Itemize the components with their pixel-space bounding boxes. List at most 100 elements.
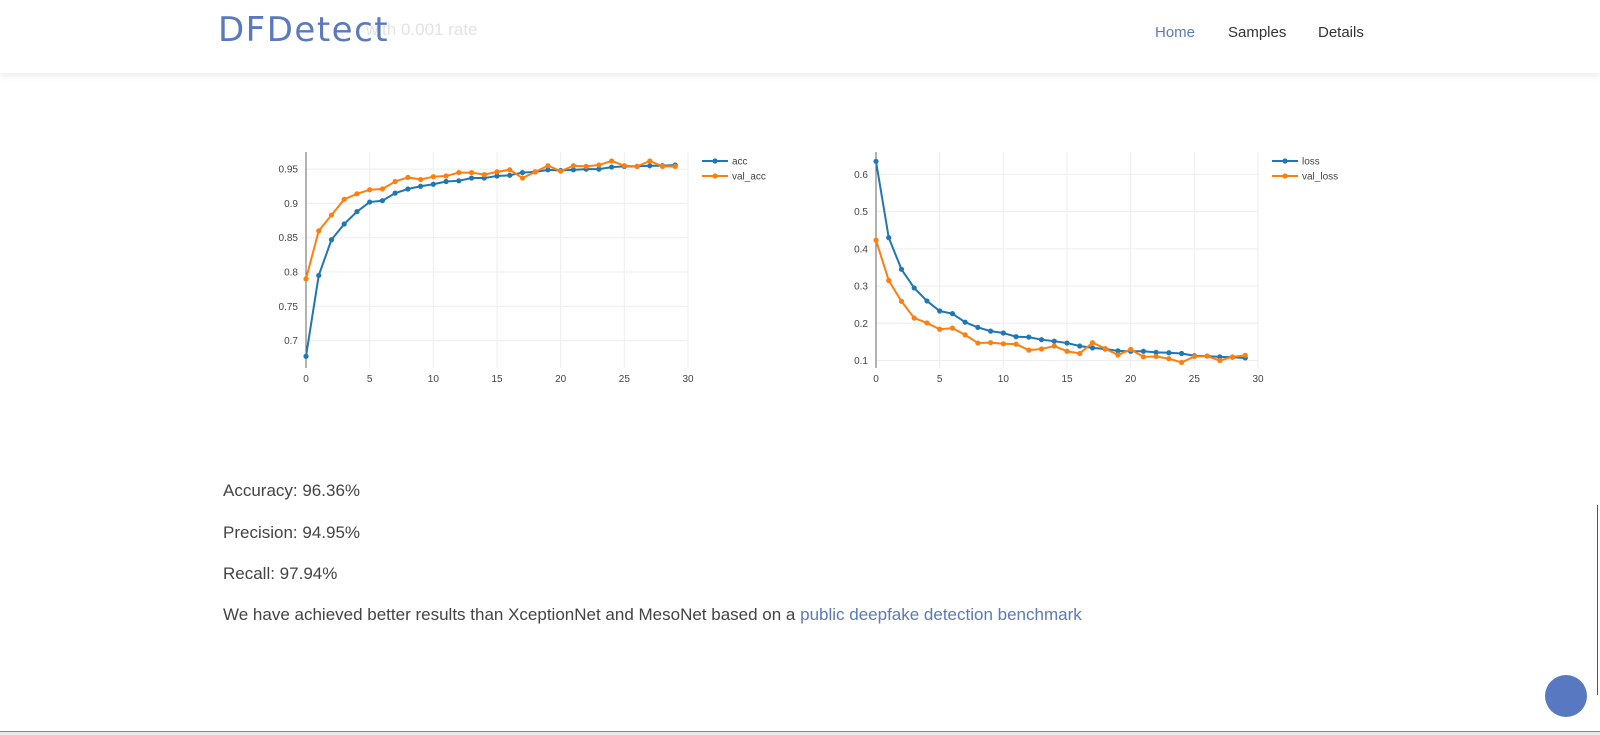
- loss-chart-point-val_loss: [1140, 354, 1146, 360]
- loss-chart-point-loss: [937, 308, 943, 314]
- faded-background-text: with 0.001 rate: [366, 20, 478, 39]
- acc-chart-point-acc: [609, 164, 615, 170]
- loss-chart-point-val_loss: [1000, 341, 1006, 347]
- acc-chart-point-acc: [570, 167, 576, 173]
- acc-chart-point-val_acc: [430, 174, 436, 180]
- loss-chart-point-val_loss: [1102, 346, 1108, 352]
- loss-chart-point-val_loss: [1191, 353, 1197, 360]
- loss-chart: 0 5 10 15 20 25 30 0.1 0.2 0.3 0.4 0.5 0.6 loss val_lo…: [854, 152, 1338, 385]
- acc-chart-xtick-label: 15: [491, 374, 503, 385]
- loss-chart-point-loss: [898, 266, 905, 272]
- acc-chart-ytick-label: 0.8: [284, 268, 298, 279]
- loss-chart-point-loss: [1115, 348, 1121, 354]
- accuracy-chart: 0 5 10 15 20 25 30 0.7 0.75 0.8 0.85 0.9 0.95 acc val_…: [279, 152, 766, 385]
- navbar: with 0.001 rate DFDetect Home Samples De…: [0, 0, 1600, 73]
- loss-chart-point-val_loss: [1115, 352, 1121, 358]
- loss-chart-ytick-label: 0.6: [854, 170, 868, 181]
- acc-chart-point-val_acc: [532, 169, 538, 175]
- loss-chart-point-val_loss: [1013, 341, 1019, 347]
- nav-samples[interactable]: Samples: [1228, 24, 1287, 41]
- loss-chart-xtick-label: 0: [873, 374, 879, 385]
- acc-chart-xtick-label: 10: [428, 374, 440, 385]
- loss-chart-point-val_loss: [1051, 343, 1057, 349]
- acc-chart-point-val_acc: [328, 212, 335, 218]
- loss-chart-point-val_loss: [1026, 347, 1032, 353]
- loss-chart-point-val_loss: [1179, 359, 1185, 366]
- acc-chart-point-val_acc: [659, 163, 666, 169]
- acc-chart-point-val_acc: [558, 168, 564, 174]
- acc-chart-point-acc: [545, 167, 551, 173]
- acc-chart-point-acc: [430, 181, 436, 187]
- nav-home[interactable]: Home: [1155, 24, 1196, 41]
- acc-chart-ytick-label: 0.95: [279, 165, 299, 176]
- loss-chart-xtick-label: 10: [998, 374, 1010, 385]
- loss-chart-xtick-label: 25: [1189, 374, 1201, 385]
- loss-chart-ytick-label: 0.2: [854, 319, 868, 330]
- loss-chart-point-val_loss: [1204, 353, 1210, 359]
- acc-chart-legend-marker-acc: [712, 158, 718, 164]
- acc-chart-point-val_acc: [468, 169, 475, 176]
- loss-chart-point-loss: [1013, 334, 1019, 340]
- acc-chart-series-line-acc: [305, 164, 676, 357]
- loss-chart-point-loss: [1026, 334, 1032, 340]
- loss-chart-point-val_loss: [924, 320, 930, 326]
- acc-chart-point-acc: [494, 173, 500, 179]
- loss-chart-point-val_loss: [1153, 353, 1159, 360]
- loss-chart-point-val_loss: [1064, 348, 1070, 354]
- acc-chart-point-acc: [468, 175, 475, 181]
- acc-chart-point-acc: [392, 190, 398, 196]
- acc-chart-point-val_acc: [647, 158, 653, 164]
- loss-chart-series-line-val_loss: [875, 239, 1246, 364]
- loss-chart-point-loss: [1179, 350, 1185, 357]
- loss-chart-point-loss: [1077, 343, 1083, 349]
- loss-chart-legend-marker-val_loss: [1282, 173, 1288, 179]
- acc-chart-point-val_acc: [672, 163, 678, 169]
- loss-chart-point-val_loss: [1128, 346, 1134, 352]
- loss-chart-point-loss: [1217, 354, 1223, 360]
- acc-chart-point-val_acc: [634, 163, 640, 169]
- loss-chart-point-loss: [1051, 338, 1057, 344]
- acc-chart-point-val_acc: [379, 186, 385, 192]
- loss-chart-point-loss: [962, 319, 968, 325]
- loss-chart-xtick-label: 5: [937, 374, 943, 385]
- acc-chart-point-val_acc: [596, 162, 602, 168]
- acc-chart-point-acc: [328, 237, 335, 243]
- acc-chart-point-acc: [405, 186, 411, 192]
- acc-chart-point-acc: [341, 221, 347, 227]
- loss-chart-point-val_loss: [1077, 350, 1083, 357]
- acc-chart-point-acc: [647, 163, 653, 169]
- acc-chart-point-val_acc: [481, 172, 487, 178]
- acc-chart-point-acc: [456, 178, 462, 184]
- loss-chart-point-loss: [886, 235, 892, 241]
- loss-chart-point-loss: [1038, 337, 1045, 343]
- acc-chart-point-val_acc: [341, 196, 347, 202]
- loss-chart-ytick-label: 0.5: [854, 207, 868, 218]
- loss-chart-xtick-label: 15: [1061, 374, 1073, 385]
- benchmark-link[interactable]: public deepfake detection benchmark: [800, 605, 1082, 624]
- acc-chart-point-acc: [354, 209, 360, 215]
- scroll-to-top-button[interactable]: [1545, 675, 1587, 717]
- loss-chart-point-val_loss: [873, 237, 879, 243]
- loss-chart-point-val_loss: [988, 340, 994, 346]
- benchmark-note-text: We have achieved better results than Xce…: [223, 605, 801, 624]
- loss-chart-point-loss: [1089, 345, 1096, 351]
- acc-chart-xtick-label: 25: [619, 374, 631, 385]
- acc-chart-ytick-label: 0.9: [284, 199, 298, 210]
- loss-chart-point-val_loss: [911, 315, 917, 321]
- loss-chart-ytick-label: 0.4: [854, 244, 868, 255]
- acc-chart-point-val_acc: [507, 167, 513, 173]
- acc-chart-point-val_acc: [392, 178, 398, 185]
- loss-chart-point-val_loss: [898, 298, 905, 304]
- acc-chart-point-acc: [596, 166, 602, 172]
- acc-chart-point-acc: [379, 198, 385, 204]
- acc-chart-point-acc: [303, 353, 309, 359]
- nav-details[interactable]: Details: [1318, 24, 1364, 41]
- scrollbar[interactable]: [1597, 505, 1598, 695]
- acc-chart-point-val_acc: [418, 176, 424, 183]
- loss-chart-point-loss: [911, 285, 917, 291]
- loss-chart-point-val_loss: [949, 325, 955, 331]
- acc-chart-point-val_acc: [609, 158, 615, 164]
- acc-chart-xtick-label: 5: [367, 374, 373, 385]
- brand-logo[interactable]: DFDetect: [218, 10, 390, 50]
- acc-chart-ytick-label: 0.7: [284, 336, 298, 347]
